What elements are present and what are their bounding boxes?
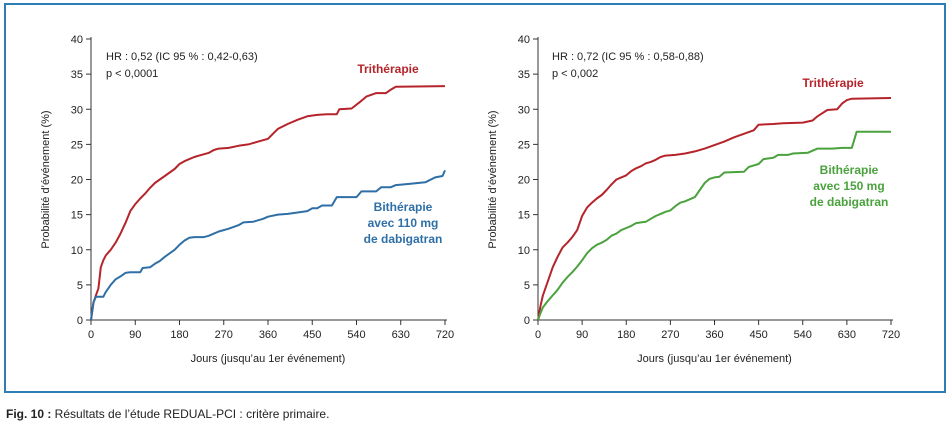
y-tick-label: 35 [71, 69, 83, 81]
y-tick-label: 35 [518, 69, 530, 81]
x-tick-label: 180 [617, 329, 635, 341]
series-label: Bithérapie [820, 163, 879, 177]
y-axis-label: Probabilité d’événement (%) [487, 110, 499, 248]
stats-text: HR : 0,72 (IC 95 % : 0,58-0,88) [552, 51, 704, 63]
y-tick-label: 20 [518, 175, 530, 187]
x-tick-label: 720 [882, 329, 900, 341]
y-tick-label: 25 [518, 139, 530, 151]
x-tick-label: 720 [436, 329, 454, 341]
x-tick-label: 540 [347, 329, 365, 341]
x-tick-label: 360 [705, 329, 723, 341]
series-label: avec 110 mg [368, 216, 439, 230]
x-tick-label: 360 [259, 329, 277, 341]
caption-label: Fig. 10 : [6, 407, 52, 421]
series-line [90, 169, 446, 321]
series-label: avec 150 mg [813, 179, 884, 193]
series-label: Bithérapie [374, 200, 433, 214]
stats-text: HR : 0,52 (IC 95 % : 0,42-0,63) [106, 51, 258, 63]
y-tick-label: 0 [524, 315, 530, 327]
y-tick-label: 30 [71, 104, 83, 116]
x-tick-label: 180 [170, 329, 188, 341]
y-tick-label: 5 [77, 280, 83, 292]
x-tick-label: 90 [129, 329, 141, 341]
series-line [90, 85, 446, 321]
series-line [537, 130, 891, 321]
series-label: de dabigatran [810, 195, 889, 209]
x-tick-label: 0 [88, 329, 94, 341]
x-tick-label: 270 [661, 329, 679, 341]
stats-text: p < 0,002 [552, 68, 598, 80]
y-tick-label: 5 [524, 280, 530, 292]
x-axis-label: Jours (jusqu’au 1er événement) [191, 353, 346, 365]
y-tick-label: 20 [71, 175, 83, 187]
x-tick-label: 270 [215, 329, 233, 341]
y-axis-label: Probabilité d’événement (%) [40, 110, 52, 248]
caption-text: Résultats de l’étude REDUAL-PCI : critèr… [51, 407, 330, 421]
x-tick-label: 450 [749, 329, 767, 341]
y-tick-label: 15 [518, 210, 530, 222]
y-tick-label: 40 [71, 34, 83, 46]
series-label: Trithérapie [357, 62, 419, 76]
x-tick-label: 450 [303, 329, 321, 341]
series-label: Trithérapie [802, 76, 864, 90]
x-tick-label: 630 [392, 329, 410, 341]
series-label: de dabigatran [364, 232, 443, 246]
y-tick-label: 15 [71, 210, 83, 222]
left-chart: 0 5 10 15 20 25 30 35 40 0 90 180 270 360 450 540 630 720… [40, 34, 454, 365]
y-tick-label: 10 [518, 245, 530, 257]
y-tick-label: 25 [71, 139, 83, 151]
y-tick-label: 0 [77, 315, 83, 327]
x-tick-label: 630 [838, 329, 856, 341]
series-line [537, 97, 892, 321]
stats-text: p < 0,0001 [106, 68, 158, 80]
x-tick-label: 90 [576, 329, 588, 341]
figure-frame [4, 3, 946, 393]
x-tick-label: 0 [535, 329, 541, 341]
right-chart: 0 5 10 15 20 25 30 35 40 0 90 180 270 360 450 540 630 720… [487, 34, 900, 365]
y-tick-label: 10 [71, 245, 83, 257]
y-tick-label: 40 [518, 34, 530, 46]
x-axis-label: Jours (jusqu’au 1er événement) [637, 353, 792, 365]
y-tick-label: 30 [518, 104, 530, 116]
figure-caption: Fig. 10 : Résultats de l’étude REDUAL-PC… [6, 407, 329, 421]
x-tick-label: 540 [794, 329, 812, 341]
